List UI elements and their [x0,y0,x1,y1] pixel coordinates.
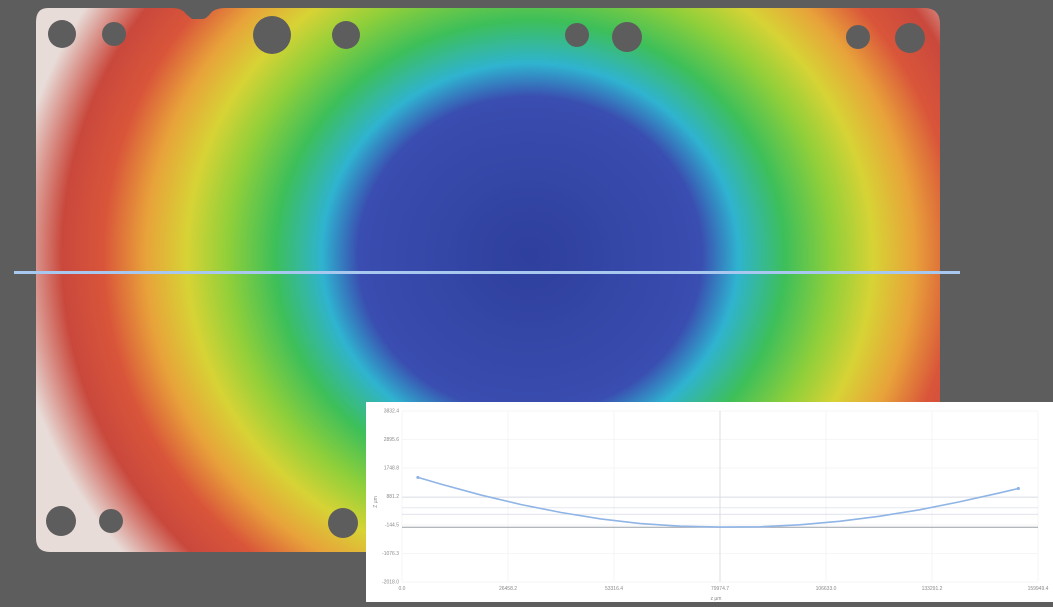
profile-chart-panel: 3832.4 2895.6 1748.8 881.2 -144.5 -1076.3 -201… [366,402,1053,602]
profile-chart: 3832.4 2895.6 1748.8 881.2 -144.5 -1076.3 -201… [373,409,1049,603]
y-tick-label: 3832.4 [384,409,400,415]
x-axis-label: z µm [711,596,722,602]
y-tick-label: -144.5 [385,523,399,529]
y-tick-label: 881.2 [386,494,399,500]
x-tick-label: 159949.4 [1028,586,1049,592]
x-tick-label: 53316.4 [605,586,623,592]
x-tick-label: 26458.2 [499,586,517,592]
plate-surface [36,8,940,552]
profile-series [416,475,1020,528]
profile-line [417,476,1019,528]
y-tick-label: -2018.0 [382,580,399,586]
y-tick-label: 1748.8 [384,466,400,472]
scan-line[interactable] [14,271,960,274]
x-tick-label: 79974.7 [711,586,729,592]
profile-endpoint [1016,486,1020,491]
x-tick-label: 106633.0 [816,586,837,592]
x-tick-label: 133291.2 [922,586,943,592]
profile-endpoint [416,475,420,480]
x-tick-label: 0.0 [399,586,406,592]
x-tick-labels: 0.0 26458.2 53316.4 79974.7 106633.0 133291.2… [399,586,1049,592]
y-tick-labels: 3832.4 2895.6 1748.8 881.2 -144.5 -1076.3 -201… [382,409,399,586]
y-axis-label: Z µm [373,496,379,508]
chart-grid [401,410,1039,583]
y-tick-label: -1076.3 [382,551,399,557]
y-tick-label: 2895.6 [384,437,400,443]
